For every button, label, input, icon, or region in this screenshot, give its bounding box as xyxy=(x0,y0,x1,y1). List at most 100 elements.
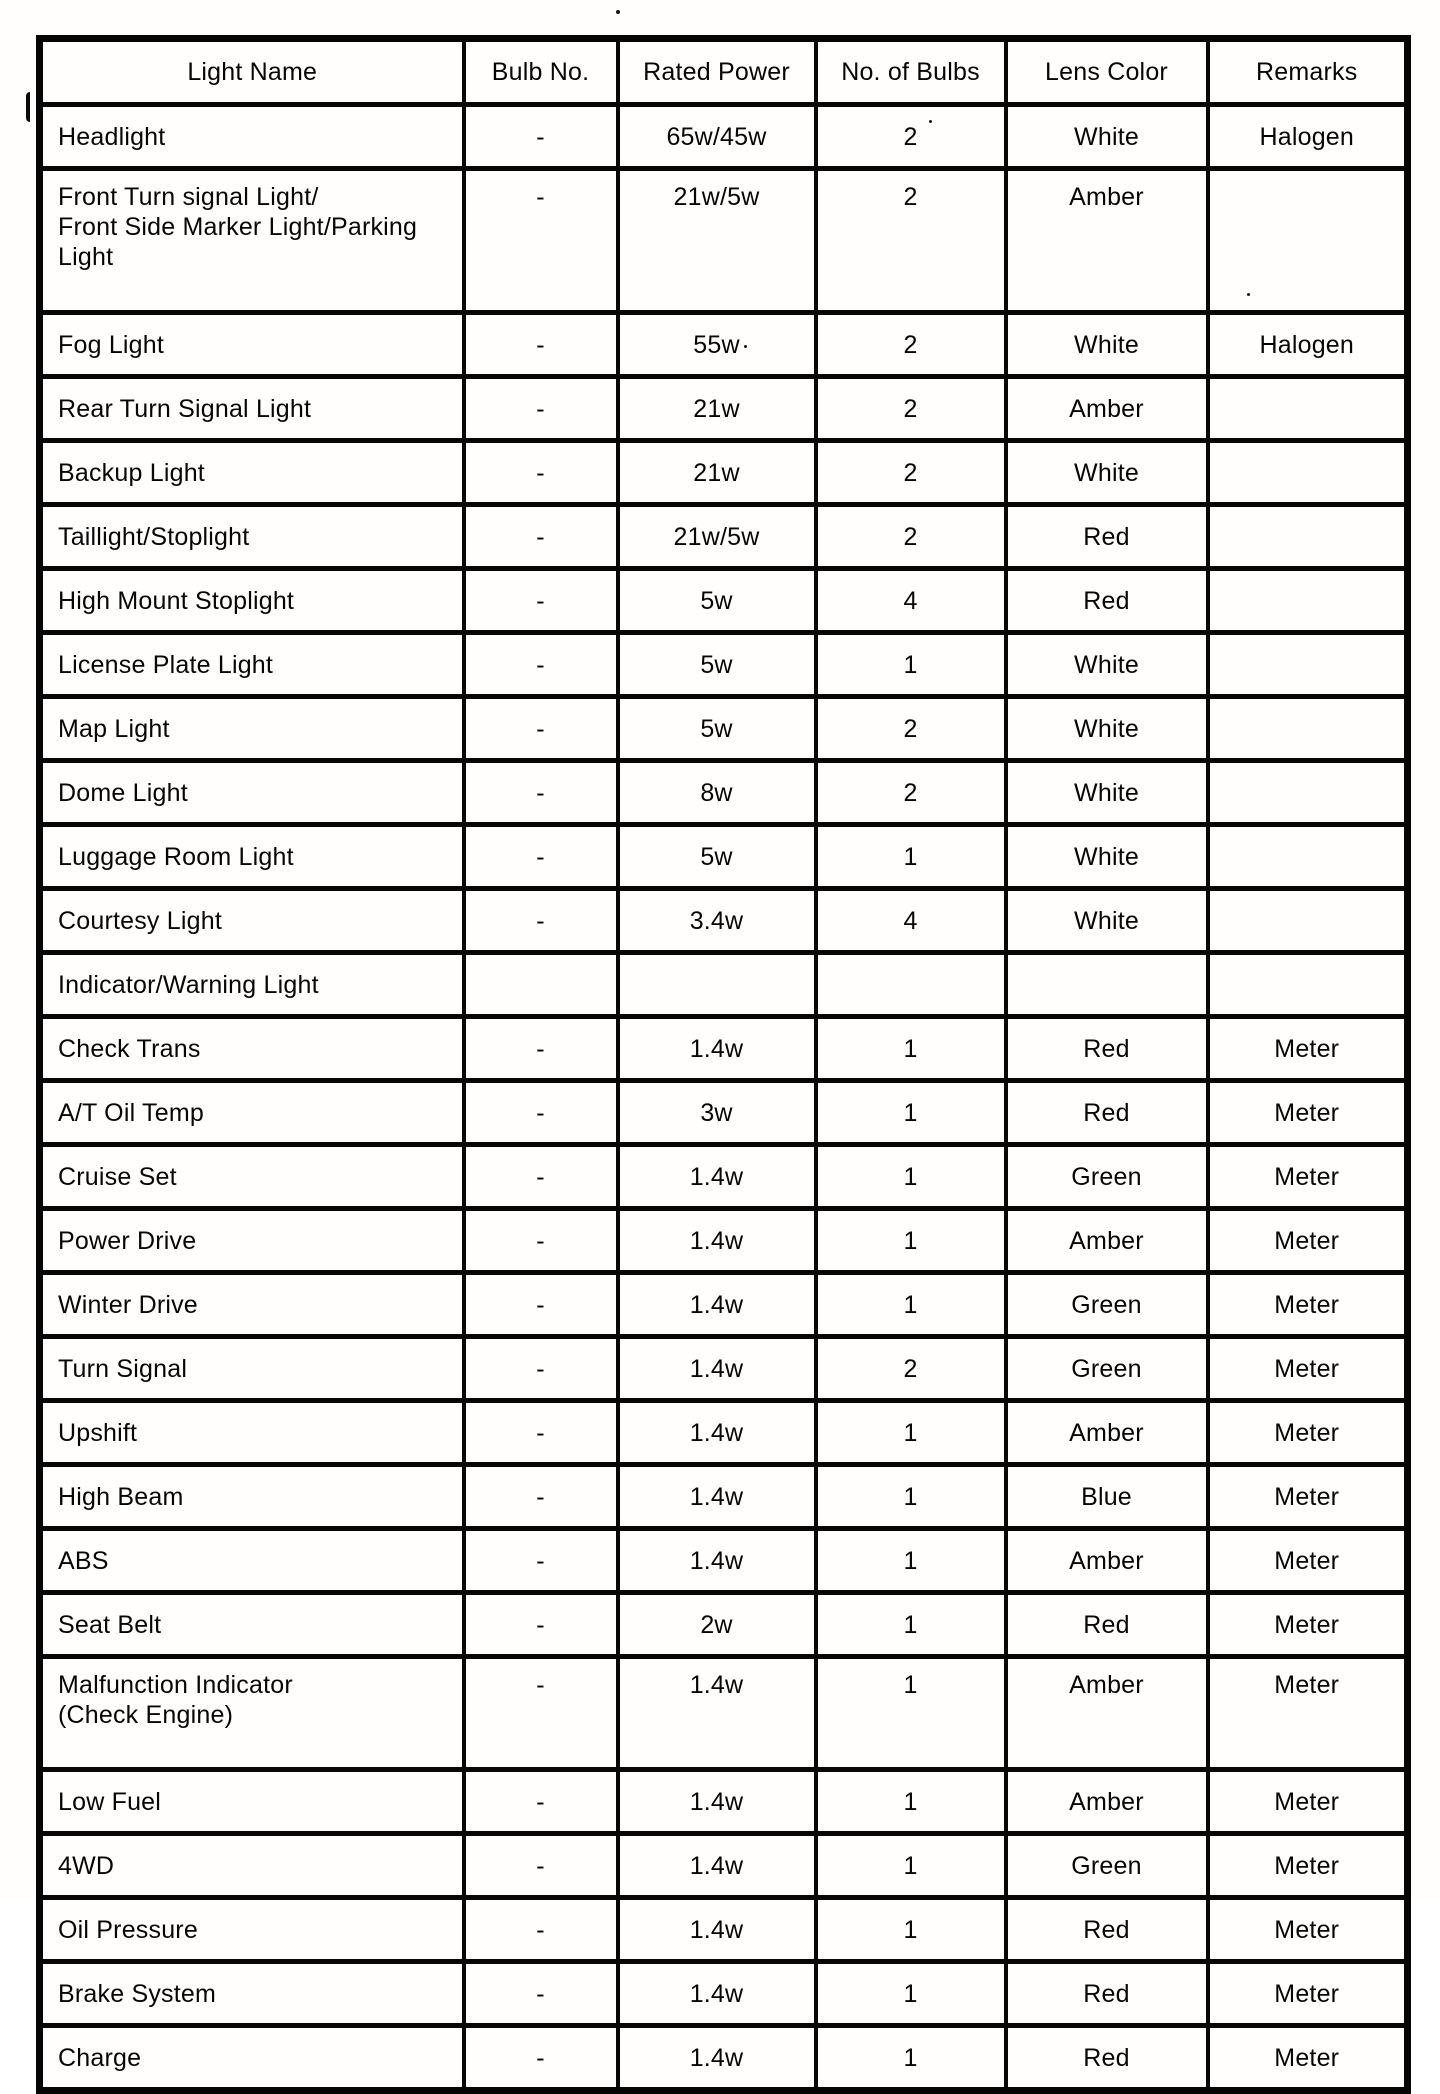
cell-light-name: License Plate Light xyxy=(37,630,466,699)
column-header-rated-power: Rated Power xyxy=(615,36,818,107)
cell-lens-color: White xyxy=(1003,102,1210,171)
cell-bulb-no: - xyxy=(461,1142,620,1211)
cell-light-name: Fog Light xyxy=(37,310,466,379)
cell-remarks: Meter xyxy=(1205,1654,1410,1772)
cell-light-name: Front Turn signal Light/ Front Side Mark… xyxy=(37,166,466,315)
table-row: Oil Pressure -1.4w 1 Red Meter xyxy=(37,1895,1410,1964)
cell-bulb-no: - xyxy=(461,1959,620,2028)
cell-bulb-no: - xyxy=(461,1590,620,1659)
cell-remarks: Meter xyxy=(1205,1959,1410,2028)
cell-bulb-no: - xyxy=(461,758,620,827)
cell-remarks xyxy=(1205,374,1410,443)
cell-light-name: Taillight/Stoplight xyxy=(37,502,466,571)
cell-bulb-no: - xyxy=(461,310,620,379)
cell-no-of-bulbs: 1 xyxy=(813,1590,1008,1659)
cell-light-name: Seat Belt xyxy=(37,1590,466,1659)
cell-rated-power xyxy=(615,950,818,1019)
header-row: Light Name Bulb No. Rated Power No. of Bulb… xyxy=(37,36,1410,107)
cell-light-name: Check Trans xyxy=(37,1014,466,1083)
cell-rated-power: 1.4w xyxy=(615,1334,818,1403)
table-row: Map Light -5w 2 White xyxy=(37,694,1410,763)
cell-light-name: Power Drive xyxy=(37,1206,466,1275)
cell-no-of-bulbs: 2 xyxy=(813,102,1008,171)
cell-lens-color: Amber xyxy=(1003,374,1210,443)
cell-no-of-bulbs: 1 xyxy=(813,1959,1008,2028)
cell-lens-color: White xyxy=(1003,310,1210,379)
cell-light-name: Luggage Room Light xyxy=(37,822,466,891)
cell-remarks: Meter xyxy=(1205,1270,1410,1339)
cell-rated-power: 1.4w xyxy=(615,2023,818,2093)
cell-bulb-no: - xyxy=(461,166,620,315)
cell-no-of-bulbs: 4 xyxy=(813,566,1008,635)
column-header-bulb-no: Bulb No. xyxy=(461,36,620,107)
cell-light-name: Rear Turn Signal Light xyxy=(37,374,466,443)
cell-remarks: Meter xyxy=(1205,2023,1410,2093)
cell-lens-color: Red xyxy=(1003,1078,1210,1147)
cell-lens-color: Amber xyxy=(1003,1526,1210,1595)
cell-remarks xyxy=(1205,438,1410,507)
cell-bulb-no: - xyxy=(461,1014,620,1083)
cell-rated-power: 21w xyxy=(615,438,818,507)
cell-light-name: Courtesy Light xyxy=(37,886,466,955)
cell-remarks: Halogen xyxy=(1205,102,1410,171)
cell-remarks: Meter xyxy=(1205,1142,1410,1211)
column-header-no-of-bulbs: No. of Bulbs xyxy=(813,36,1008,107)
cell-no-of-bulbs: 2 xyxy=(813,166,1008,315)
cell-remarks: Meter xyxy=(1205,1895,1410,1964)
cell-light-name: High Beam xyxy=(37,1462,466,1531)
cell-lens-color: White xyxy=(1003,630,1210,699)
cell-no-of-bulbs: 2 xyxy=(813,310,1008,379)
scanned-manual-page: Light Name Bulb No. Rated Power No. of Bulb… xyxy=(26,10,1411,2094)
cell-rated-power: 1.4w xyxy=(615,1398,818,1467)
cell-rated-power: 1.4w xyxy=(615,1014,818,1083)
cell-rated-power: 1.4w xyxy=(615,1206,818,1275)
cell-no-of-bulbs: 1 xyxy=(813,1078,1008,1147)
cell-bulb-no: - xyxy=(461,886,620,955)
scan-artifact xyxy=(616,10,620,14)
cell-bulb-no xyxy=(461,950,620,1019)
cell-lens-color: Red xyxy=(1003,2023,1210,2093)
table-row: Power Drive -1.4w 1 Amber Meter xyxy=(37,1206,1410,1275)
cell-no-of-bulbs: 1 xyxy=(813,630,1008,699)
cell-lens-color xyxy=(1003,950,1210,1019)
cell-rated-power: 5w xyxy=(615,630,818,699)
scan-artifact xyxy=(744,345,747,348)
cell-rated-power: 1.4w xyxy=(615,1526,818,1595)
cell-bulb-no: - xyxy=(461,374,620,443)
table-row: Cruise Set -1.4w 1 Green Meter xyxy=(37,1142,1410,1211)
cell-lens-color: Red xyxy=(1003,1014,1210,1083)
cell-light-name: Low Fuel xyxy=(37,1767,466,1836)
table-row: Winter Drive -1.4w 1 Green Meter xyxy=(37,1270,1410,1339)
cell-rated-power: 1.4w xyxy=(615,1959,818,2028)
cell-light-name: Cruise Set xyxy=(37,1142,466,1211)
cell-lens-color: Red xyxy=(1003,1959,1210,2028)
table-row: Brake System -1.4w 1 Red Meter xyxy=(37,1959,1410,2028)
cell-no-of-bulbs: 1 xyxy=(813,822,1008,891)
cell-remarks xyxy=(1205,758,1410,827)
table-row: Upshift -1.4w 1 Amber Meter xyxy=(37,1398,1410,1467)
cell-bulb-no: - xyxy=(461,502,620,571)
scan-artifact xyxy=(1247,293,1250,296)
cell-bulb-no: - xyxy=(461,1206,620,1275)
table-row: Luggage Room Light -5w 1 White xyxy=(37,822,1410,891)
cell-rated-power: 21w/5w xyxy=(615,502,818,571)
cell-bulb-no: - xyxy=(461,630,620,699)
cell-remarks: Meter xyxy=(1205,1526,1410,1595)
cell-bulb-no: - xyxy=(461,1895,620,1964)
cell-lens-color: Green xyxy=(1003,1142,1210,1211)
cell-rated-power: 65w/45w xyxy=(615,102,818,171)
cell-remarks: Meter xyxy=(1205,1078,1410,1147)
cell-no-of-bulbs: 2 xyxy=(813,438,1008,507)
cell-light-name: Headlight xyxy=(37,102,466,171)
column-header-lens-color: Lens Color xyxy=(1003,36,1210,107)
table-row: Turn Signal -1.4w 2 Green Meter xyxy=(37,1334,1410,1403)
cell-lens-color: Blue xyxy=(1003,1462,1210,1531)
cell-rated-power: 21w/5w xyxy=(615,166,818,315)
table-row: A/T Oil Temp -3w 1 Red Meter xyxy=(37,1078,1410,1147)
table-row: License Plate Light -5w 1 White xyxy=(37,630,1410,699)
cell-remarks: Meter xyxy=(1205,1014,1410,1083)
cell-lens-color: Red xyxy=(1003,502,1210,571)
table-row: Charge -1.4w 1 Red Meter xyxy=(37,2023,1410,2093)
cell-remarks: Meter xyxy=(1205,1206,1410,1275)
cell-rated-power: 1.4w xyxy=(615,1142,818,1211)
